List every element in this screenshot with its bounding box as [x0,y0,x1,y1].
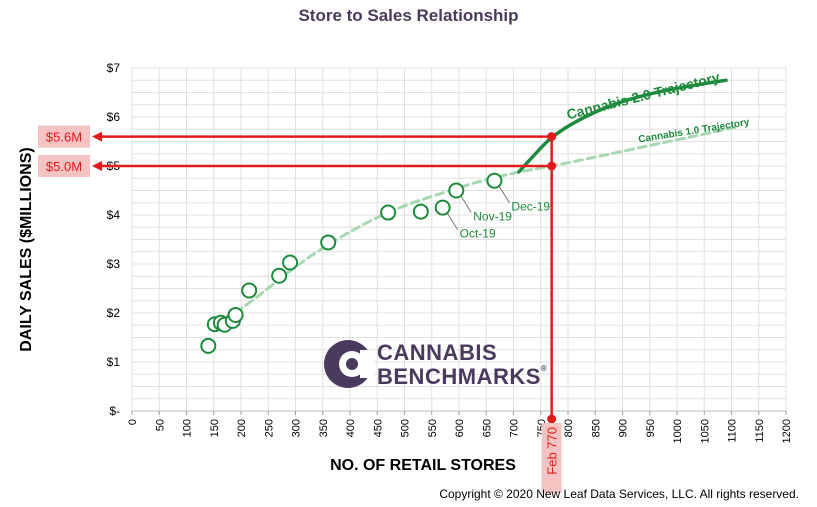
company-logo: CANNABIS BENCHMARKS® [322,336,547,396]
annotation-label: $5.6M [46,130,82,145]
logo-mark-icon [324,340,374,388]
x-tick-label: 800 [563,419,575,437]
annotation-arrowhead [92,131,102,142]
scatter-point [320,234,337,251]
point-label-leader [499,186,510,203]
x-tick-label: 250 [263,419,275,437]
scatter-point [271,267,288,284]
x-tick-label: 1000 [672,419,684,443]
x-tick-label: 650 [481,419,493,437]
y-tick-label: $2 [107,306,121,320]
annotation-label: $5.0M [46,159,82,174]
annotation-vline-label: Feb 770 [545,427,560,475]
annotation-arrowhead [92,161,102,171]
annotation-dot [547,414,557,424]
x-axis-title: NO. OF RETAIL STORES [330,457,516,474]
trajectory-2-line [517,78,728,174]
x-tick-label: 100 [182,419,194,437]
y-tick-label: $1 [107,355,121,369]
x-tick-label: 1050 [699,419,711,443]
x-tick-label: 400 [345,419,357,437]
logo-line2: BENCHMARKS® [377,364,547,390]
scatter-point [241,282,258,299]
point-label-leader [460,196,472,213]
x-tick-label: 550 [427,419,439,437]
x-tick-label: 500 [400,419,412,437]
point-label: Nov-19 [473,210,512,224]
x-tick-label: 1150 [754,419,766,443]
x-tick-label: 200 [236,419,248,437]
x-tick-label: 600 [454,419,466,437]
x-tick-label: 950 [645,419,657,437]
x-tick-label: 700 [509,419,521,437]
point-label-leader [447,213,459,230]
scatter-point [486,172,503,189]
x-tick-label: 150 [209,419,221,437]
y-tick-label: $7 [107,61,121,75]
y-axis-title: DAILY SALES ($MILLIONS) [18,147,35,351]
x-tick-label: 1200 [781,419,793,443]
y-tick-label: $- [109,404,120,418]
scatter-point [200,337,217,354]
trajectory-2-label: Cannabis 2.0 Trajectory [565,69,722,123]
scatter-point [282,254,299,271]
x-tick-label: 350 [318,419,330,437]
x-tick-label: 300 [291,419,303,437]
point-label: Oct-19 [460,227,496,241]
x-tick-label: 850 [590,419,602,437]
y-tick-label: $4 [107,208,121,222]
copyright-notice: Copyright © 2020 New Leaf Data Services,… [439,487,799,501]
x-tick-label: 0 [127,419,139,425]
y-tick-label: $3 [107,257,121,271]
scatter-point [227,306,244,323]
y-tick-label: $6 [107,110,121,124]
annotation-label-box [541,423,562,493]
x-tick-label: 900 [618,419,630,437]
x-tick-label: 1100 [727,419,739,443]
chart-title: Store to Sales Relationship [298,6,519,25]
logo-line1: CANNABIS [377,340,498,365]
x-tick-label: 450 [372,419,384,437]
registered-mark: ® [540,364,548,373]
logo-line2-text: BENCHMARKS [377,364,541,389]
scatter-point [448,182,465,199]
scatter-point [434,199,451,216]
scatter-point [380,204,397,221]
annotation-label-box [38,125,90,148]
point-label: Dec-19 [511,200,550,214]
x-tick-label: 50 [154,419,166,431]
scatter-point [412,203,429,220]
annotation-label-box [38,155,90,177]
